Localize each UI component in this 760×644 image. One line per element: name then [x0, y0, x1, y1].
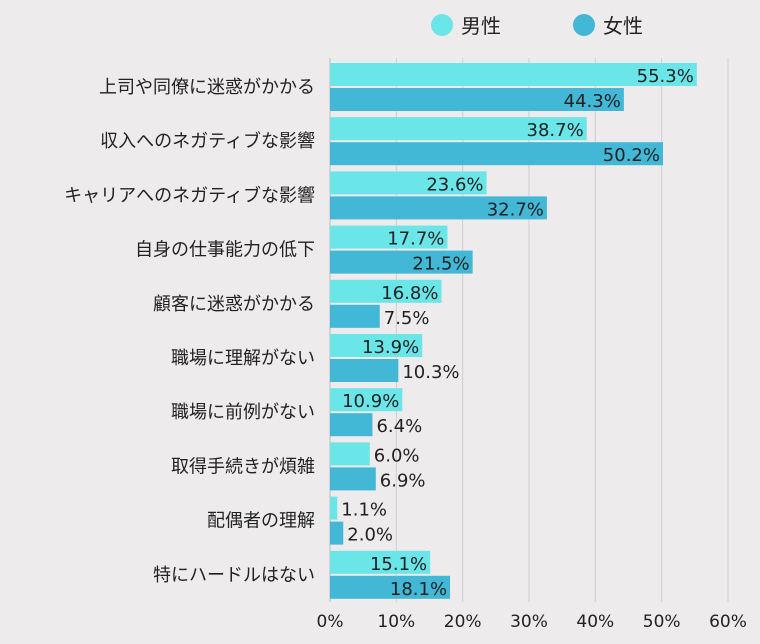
bar-male	[330, 496, 338, 520]
bar-male	[330, 279, 442, 303]
x-tick-label: 40%	[576, 612, 614, 632]
data-label: 10.3%	[402, 362, 459, 383]
bar-male	[330, 388, 403, 412]
bar-female	[330, 250, 473, 274]
data-label: 38.7%	[527, 120, 584, 141]
data-label: 1.1%	[341, 500, 387, 521]
bars: 55.3% 44.3% 38.7% 50.2% 23.6%32.7% 17.7% 21.5%…	[330, 63, 697, 600]
x-tick-label: 50%	[643, 612, 681, 632]
category-label: 顧客に迷惑がかかる	[153, 294, 315, 315]
category-label: 自身の仕事能力の低下	[135, 240, 315, 261]
legend-label-male: 男性	[461, 14, 501, 38]
data-label: 6.9%	[380, 470, 426, 491]
legend-label-female: 女性	[603, 14, 643, 38]
x-tick-label: 10%	[377, 612, 415, 632]
bar-male	[330, 63, 697, 86]
x-tick-label: 60%	[709, 612, 747, 632]
x-tick-labels: 0% 10% 20% 30% 40% 50% 60%	[317, 612, 747, 632]
bar-female	[330, 304, 380, 328]
category-label: キャリアへのネガティブな影響	[64, 184, 315, 206]
bar-male	[330, 442, 370, 466]
category-label: 配偶者の理解	[207, 511, 315, 532]
x-tick-label: 30%	[510, 612, 548, 632]
bar-male	[330, 334, 423, 357]
category-label: 取得手続きが煩雑	[171, 456, 315, 477]
category-label: 上司や同僚に迷惑がかかる	[99, 77, 315, 98]
category-label: 職場に理解がない	[171, 348, 315, 369]
data-label: 6.0%	[374, 445, 420, 466]
data-label: 17.7%	[387, 229, 444, 250]
bar-female	[330, 467, 376, 491]
bar-female	[330, 359, 399, 382]
data-label: 16.8%	[381, 283, 438, 304]
bar-female	[330, 196, 547, 220]
bar-female	[330, 142, 663, 166]
bar-male	[330, 225, 448, 249]
x-tick-label: 20%	[444, 612, 482, 632]
data-label: 13.9%	[362, 337, 419, 358]
bar-male	[330, 550, 431, 574]
category-label: 職場に前例がない	[171, 402, 315, 423]
data-label: 7.5%	[384, 308, 430, 329]
bar-female	[330, 413, 373, 437]
category-label: 収入へのネガティブな影響	[100, 130, 315, 152]
bar-male	[330, 171, 487, 195]
data-label: 2.0%	[347, 525, 393, 546]
legend: 男性 女性	[431, 14, 643, 38]
category-labels: 上司や同僚に迷惑がかかる収入へのネガティブな影響キャリアへのネガティブな影響自身…	[64, 77, 315, 586]
bar-male	[330, 117, 587, 141]
legend-swatch-male	[431, 14, 453, 36]
bar-female	[330, 575, 451, 599]
data-label: 10.9%	[342, 391, 399, 412]
bar-female	[330, 521, 344, 545]
data-label: 55.3%	[637, 66, 694, 87]
data-label: 15.1%	[370, 554, 427, 575]
category-label: 特にハードルはない	[153, 565, 315, 586]
data-label: 23.6%	[426, 174, 483, 195]
x-tick-label: 0%	[317, 612, 344, 632]
data-label: 21.5%	[412, 254, 469, 275]
data-label: 44.3%	[564, 91, 621, 112]
data-label: 32.7%	[487, 199, 544, 220]
data-label: 6.4%	[376, 416, 422, 437]
data-label: 50.2%	[603, 145, 660, 166]
legend-swatch-female	[573, 14, 595, 36]
data-label: 18.1%	[390, 579, 447, 600]
bar-female	[330, 88, 624, 111]
